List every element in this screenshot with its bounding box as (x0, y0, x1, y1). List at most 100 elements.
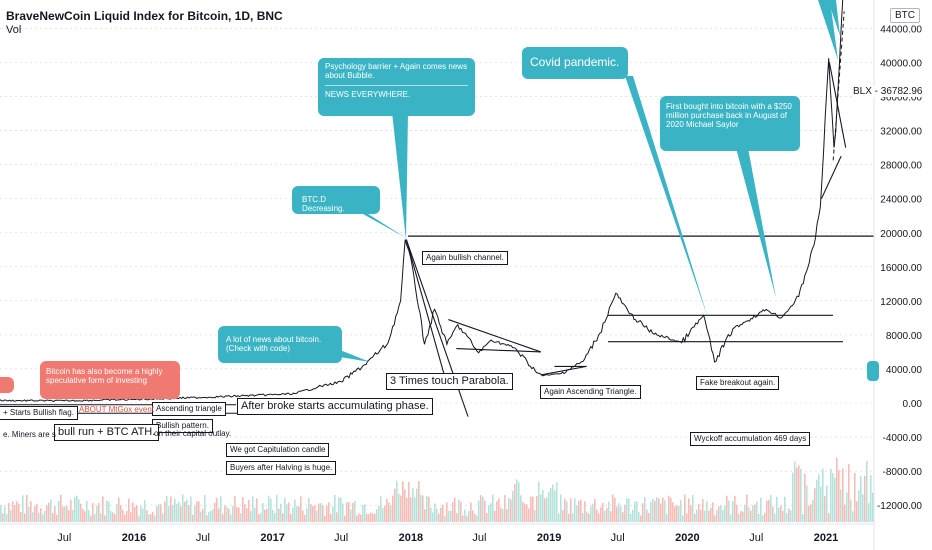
volume-bar (116, 504, 118, 522)
y-tick-label: 44000.00 (880, 24, 922, 35)
volume-bar (486, 513, 488, 522)
volume-bar (526, 504, 528, 522)
volume-bar (712, 502, 714, 522)
volume-bar (200, 511, 202, 522)
volume-bar (868, 503, 870, 522)
volume-bar (60, 494, 62, 522)
volume-bar (138, 515, 140, 522)
volume-bar (666, 513, 668, 522)
volume-bar (572, 513, 574, 522)
volume-bar (168, 505, 170, 522)
volume-bar (196, 501, 198, 522)
volume-bar (546, 497, 548, 522)
volume-bar (814, 488, 816, 522)
volume-bar (356, 515, 358, 522)
y-tick-label: 32000.00 (880, 127, 922, 138)
volume-bar (776, 496, 778, 522)
volume-bar (682, 515, 684, 522)
volume-bar (286, 504, 288, 522)
volume-bar (638, 511, 640, 522)
volume-bar (812, 499, 814, 522)
volume-bar (780, 505, 782, 522)
volume-bar (68, 510, 70, 522)
x-tick-label: 2016 (122, 532, 146, 544)
volume-bar (744, 504, 746, 522)
volume-bar (24, 513, 26, 522)
volume-bar (78, 499, 80, 522)
volume-bar (458, 499, 460, 522)
note-ascending-triangle-2019: Again Ascending Triangle. (540, 385, 641, 399)
volume-bar (350, 509, 352, 522)
volume-bar (364, 504, 366, 522)
volume-bar (768, 499, 770, 522)
volume-bar (694, 513, 696, 522)
volume-bar (810, 504, 812, 522)
currency-tag[interactable]: BTC (890, 8, 920, 23)
volume-bar (80, 503, 82, 522)
callout-speculative: Bitcoin has also become a highly specula… (40, 361, 180, 399)
volume-bar (620, 506, 622, 522)
volume-bar (246, 508, 248, 522)
volume-bar (584, 501, 586, 522)
volume-bar (238, 507, 240, 522)
volume-bar (826, 485, 828, 522)
volume-bar (678, 505, 680, 522)
volume-bar (864, 475, 866, 522)
volume-bar (838, 469, 840, 522)
volume-bar (112, 512, 114, 522)
volume-bar (158, 504, 160, 522)
volume-bar (732, 501, 734, 522)
volume-bar (228, 508, 230, 522)
volume-bar (260, 513, 262, 522)
volume-bar (648, 512, 650, 522)
volume-bar (240, 513, 242, 522)
note-miners: e. Miners are s (3, 430, 56, 439)
chart-gridlines (0, 28, 874, 506)
volume-bar (252, 496, 254, 522)
volume-bar (122, 509, 124, 522)
volume-bar (670, 497, 672, 522)
volume-bar (738, 513, 740, 522)
volume-bar (72, 510, 74, 522)
volume-bar (574, 498, 576, 522)
volume-bar (402, 481, 404, 522)
volume-bar (536, 496, 538, 522)
volume-bar (590, 506, 592, 522)
volume-bar (430, 507, 432, 522)
volume-bar (208, 511, 210, 522)
volume-bar (502, 509, 504, 522)
volume-bar (470, 502, 472, 522)
volume-bar (792, 472, 794, 522)
volume-bar (654, 500, 656, 522)
volume-bar (538, 481, 540, 522)
volume-bar (858, 490, 860, 522)
volume-bar (824, 496, 826, 522)
volume-bar (578, 501, 580, 522)
volume-bar (588, 513, 590, 522)
volume-bar (840, 489, 842, 522)
volume-bar (336, 512, 338, 522)
volume-bar (398, 493, 400, 522)
y-tick-label: -12000.00 (877, 501, 922, 512)
volume-bar (428, 496, 430, 522)
volume-bar (606, 508, 608, 522)
volume-bar (466, 515, 468, 522)
volume-bar (628, 498, 630, 522)
volume-bar (668, 495, 670, 522)
volume-bar (460, 501, 462, 522)
note-parabola: 3 Times touch Parabola. (386, 373, 513, 390)
volume-bar (180, 506, 182, 522)
volume-bar (368, 514, 370, 522)
note-bull-run-ath: bull run + BTC ATH. (54, 424, 160, 441)
volume-bar (602, 502, 604, 522)
volume-bar (652, 499, 654, 522)
volume-bar (380, 496, 382, 522)
volume-bar (46, 505, 48, 522)
volume-bar (342, 503, 344, 522)
volume-bar (802, 514, 804, 522)
volume-bar (436, 508, 438, 522)
volume-bar (710, 507, 712, 522)
volume-bar (108, 501, 110, 522)
volume-bar (832, 473, 834, 522)
volume-bar (132, 502, 134, 522)
